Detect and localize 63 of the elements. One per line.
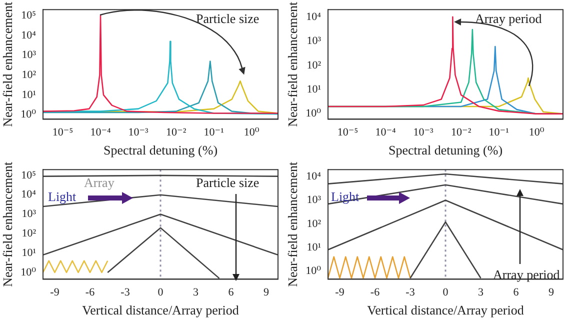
x-axis-title: Spectral detuning (%) (388, 142, 503, 158)
x-tick-label: 10⁰ (244, 126, 260, 139)
y-tick-label: 10⁴ (306, 10, 322, 23)
x-axis-title: Vertical distance/Array period (82, 302, 240, 318)
x-tick-label: 9 (264, 286, 270, 299)
x-axis-title: Vertical distance/Array period (367, 302, 524, 318)
y-tick-label: 10⁰ (306, 264, 322, 277)
y-tick-label: 10¹ (306, 241, 322, 254)
x-tick-label: 10⁻⁴ (90, 126, 112, 139)
x-tick-label: 6 (228, 286, 234, 299)
y-axis-title: Near-field enhancement (285, 162, 300, 287)
x-tick-label: 0 (442, 286, 449, 299)
y-tick-label: 10³ (22, 208, 37, 220)
y-tick-label: 10⁴ (306, 170, 322, 183)
x-tick-label: -9 (50, 286, 60, 299)
annotation: Light (48, 189, 76, 204)
annotation: Array period (475, 11, 542, 26)
x-tick-label: 10⁻⁴ (375, 126, 396, 139)
y-tick-label: 10² (22, 69, 37, 81)
y-tick-label: 10³ (306, 35, 322, 48)
x-tick-label: 10⁰ (528, 126, 545, 139)
annotation: Particle size (196, 175, 260, 190)
y-tick-label: 10² (22, 228, 37, 240)
x-tick-label: 9 (548, 286, 554, 299)
y-axis-title: Near-field enhancement (0, 2, 16, 127)
x-tick-label: -3 (120, 286, 130, 299)
y-tick-label: 10⁵ (21, 9, 36, 22)
y-tick-label: 10⁴ (21, 29, 36, 42)
x-tick-label: 10⁻¹ (204, 126, 224, 139)
x-tick-label: 10⁻² (166, 126, 187, 139)
x-tick-label: 10⁻³ (413, 126, 434, 139)
x-tick-label: 0 (158, 286, 164, 299)
y-axis-title: Near-field enhancement (0, 162, 16, 287)
y-tick-label: 10¹ (22, 88, 36, 101)
x-tick-label: -6 (370, 286, 380, 299)
x-tick-label: 3 (478, 286, 484, 299)
y-tick-label: 10² (306, 218, 322, 230)
x-tick-label: 10⁻¹ (488, 126, 509, 139)
y-tick-label: 10⁰ (20, 108, 37, 121)
annotation: Particle size (196, 11, 260, 26)
y-tick-label: 10³ (306, 194, 322, 206)
x-tick-label: 6 (513, 286, 520, 299)
y-tick-label: 10² (306, 59, 322, 72)
x-tick-label: 3 (193, 286, 200, 299)
x-tick-label: 10⁻⁵ (52, 126, 74, 139)
y-tick-label: 10¹ (306, 83, 322, 96)
y-tick-label: 10⁰ (20, 266, 37, 278)
y-axis-title: Near-field enhancement (285, 2, 300, 127)
y-tick-label: 10¹ (22, 246, 36, 259)
x-tick-label: -9 (335, 286, 345, 299)
y-tick-label: 10³ (22, 49, 37, 62)
x-tick-label: -6 (85, 286, 96, 299)
annotation: Light (331, 189, 360, 204)
x-tick-label: -3 (406, 286, 416, 299)
annotation: Array period (493, 267, 560, 282)
annotation: Array (84, 175, 114, 190)
x-tick-label: 10⁻⁵ (337, 126, 358, 139)
y-tick-label: 10⁰ (306, 108, 322, 120)
x-axis-title: Spectral detuning (%) (103, 142, 218, 158)
x-tick-label: 10⁻³ (128, 126, 150, 139)
y-tick-label: 10⁴ (21, 188, 36, 201)
y-tick-label: 10⁵ (21, 169, 36, 182)
x-tick-label: 10⁻² (451, 126, 472, 139)
